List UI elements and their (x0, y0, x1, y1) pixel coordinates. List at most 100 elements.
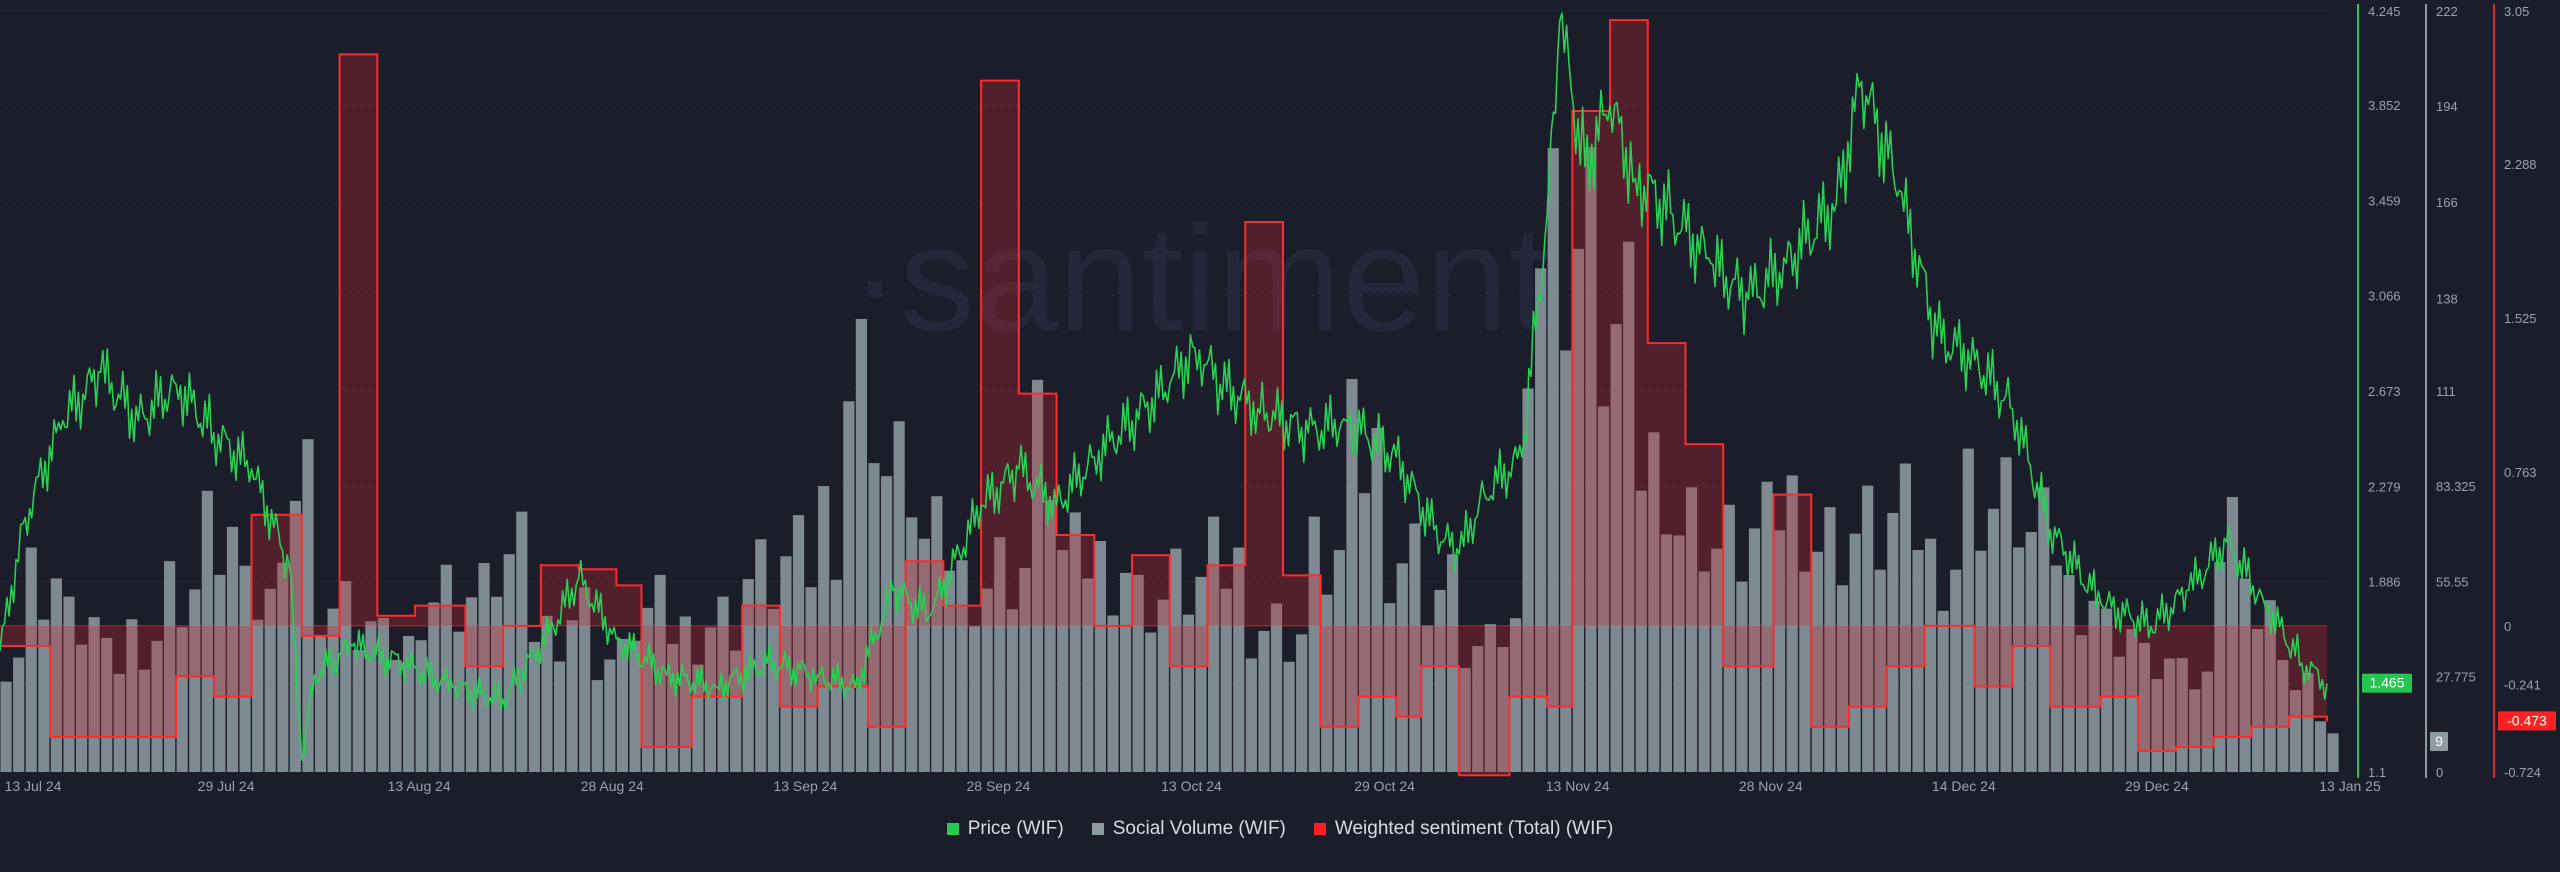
social-volume-axis-tick-label: 111 (2436, 384, 2456, 399)
social-volume-bar (969, 626, 981, 772)
social-volume-bar (591, 680, 603, 772)
social-volume-bar (2289, 690, 2301, 772)
social-volume-bar (629, 640, 641, 772)
social-volume-bar (679, 616, 691, 772)
social-volume-bar (1585, 147, 1597, 773)
social-volume-bar (126, 619, 138, 772)
social-volume-bar (113, 673, 125, 772)
social-volume-bar (1535, 268, 1547, 772)
social-volume-bar (2000, 457, 2012, 772)
weighted-sentiment-area (0, 20, 2327, 776)
social-volume-bar (1107, 615, 1119, 772)
social-volume-bar (1924, 538, 1937, 772)
social-volume-axis-tick-label: 194 (2436, 99, 2458, 114)
social-volume-bar (1258, 630, 1270, 772)
social-volume-bar (2277, 660, 2289, 772)
x-tick-label: 29 Dec 24 (2125, 778, 2189, 794)
social-volume-bar (214, 574, 226, 772)
social-volume-bar (13, 657, 25, 772)
social-volume-bar (415, 640, 427, 772)
social-volume-bar (1170, 548, 1182, 772)
social-volume-bar (579, 587, 591, 772)
social-volume-axis-tick-label: 55.55 (2436, 574, 2469, 589)
social-volume-bar (2201, 671, 2213, 772)
social-volume-bar (918, 538, 930, 772)
social-volume-bar (1547, 148, 1559, 772)
price-axis-tick-label: 2.279 (2368, 479, 2401, 494)
social-volume-bar (1723, 504, 1735, 772)
legend-item-social-volume[interactable]: Social Volume (WIF) (1091, 818, 1286, 840)
social-volume-bar (880, 476, 893, 772)
social-volume-axis-tick-label: 222 (2436, 4, 2458, 19)
social-volume-bar (2239, 578, 2251, 772)
social-volume-bar (767, 608, 779, 772)
sentiment-axis-tick-label: -0.241 (2504, 677, 2541, 692)
social-volume-bar (2050, 565, 2062, 772)
sentiment-axis-tick-label: 1.525 (2504, 311, 2537, 326)
price-axis-tick-label: 2.673 (2368, 384, 2401, 399)
social-volume-bar (1811, 551, 1823, 772)
social-volume-bar (2113, 656, 2125, 772)
sentiment-axis-tick-label: 0.763 (2504, 465, 2537, 480)
social-volume-bar (868, 463, 880, 772)
social-volume-bar (943, 570, 956, 772)
social-volume-bar (1082, 578, 1094, 772)
social-volume-bar (176, 627, 188, 772)
x-tick-label: 28 Aug 24 (581, 778, 644, 794)
social-volume-bar (1283, 661, 1295, 772)
social-volume-bar (1560, 350, 1572, 772)
social-volume-bar (1862, 485, 1874, 772)
social-volume-bar (1044, 499, 1056, 772)
social-volume-bar (63, 596, 75, 772)
social-volume-bar (2013, 547, 2025, 772)
social-volume-bar (1421, 625, 1434, 772)
social-volume-axis-tick-label: 166 (2436, 195, 2458, 210)
social-volume-bar (2264, 600, 2276, 772)
sentiment-current-badge: -0.473 (2507, 712, 2547, 728)
social-volume-bar (1031, 379, 1044, 772)
social-volume-bar (704, 627, 717, 772)
social-volume-bar (138, 669, 151, 772)
social-volume-bar (2075, 635, 2088, 772)
social-volume-bar (75, 644, 88, 772)
social-volume-bar (1371, 427, 1383, 772)
price-axis-tick-label: 1.1 (2368, 765, 2386, 780)
x-tick-label: 13 Jan 25 (2319, 778, 2381, 794)
social-volume-bar (1384, 603, 1396, 772)
social-volume-bar (1182, 614, 1195, 772)
legend-item-price[interactable]: Price (WIF) (946, 818, 1064, 840)
social-volume-bar (365, 621, 377, 772)
social-volume-bar (1975, 550, 1987, 772)
social-volume-bar (717, 596, 729, 772)
social-volume-bar (1748, 528, 1761, 772)
social-volume-bar (1711, 548, 1723, 772)
social-volume-bar (1409, 523, 1421, 772)
social-volume-bar (1648, 432, 1660, 772)
social-volume-bar (2138, 643, 2151, 772)
social-volume-bar (377, 617, 390, 772)
social-volume-bar (1987, 508, 2000, 772)
social-volume-bar (1321, 594, 1333, 772)
social-volume-bar (855, 318, 868, 772)
social-volume-bar (1233, 547, 1245, 772)
social-volume-bar (189, 589, 201, 772)
sentiment-axis-tick-label: 3.05 (2504, 4, 2529, 19)
social-volume-bar (101, 637, 113, 772)
legend-label-price: Price (WIF) (967, 818, 1064, 839)
x-tick-label: 13 Jul 24 (5, 778, 62, 794)
social-volume-bar (1874, 569, 1886, 772)
social-volume-bar (25, 547, 37, 772)
social-volume-bar (352, 650, 364, 772)
social-volume-bar (478, 563, 490, 772)
social-volume-bar (164, 561, 176, 772)
social-volume-bar (2226, 496, 2239, 772)
social-volume-bar (1623, 241, 1635, 772)
social-volume-bar (201, 490, 213, 772)
social-volume-bar (1208, 516, 1220, 772)
x-tick-label: 28 Sep 24 (966, 778, 1030, 794)
social-volume-bar (1572, 248, 1584, 773)
social-volume-bar (1308, 516, 1320, 772)
social-volume-bar (755, 539, 767, 772)
legend-item-weighted-sentiment[interactable]: Weighted sentiment (Total) (WIF) (1313, 818, 1613, 840)
social-volume-bar (1006, 609, 1018, 772)
